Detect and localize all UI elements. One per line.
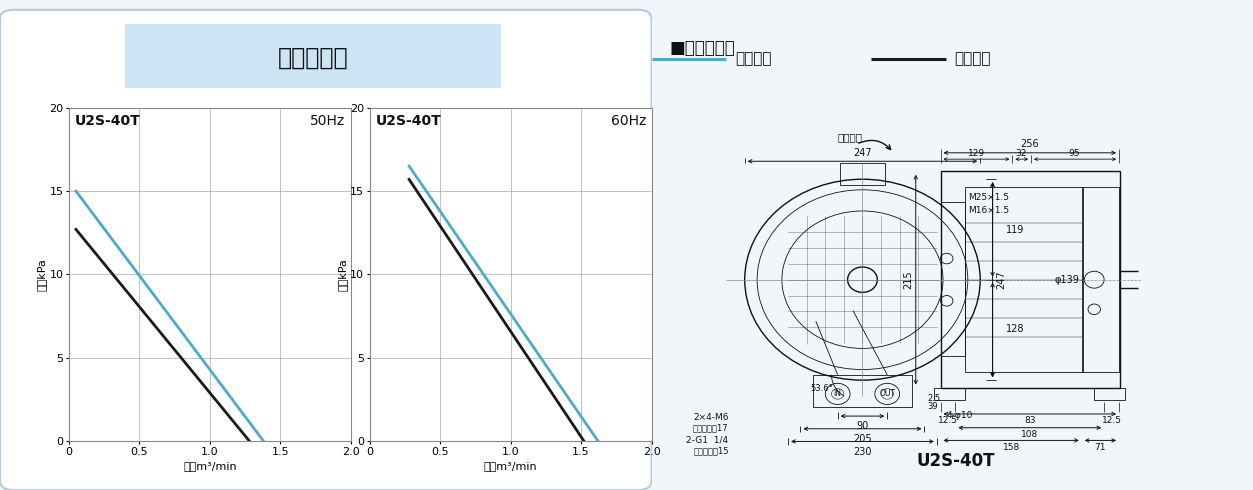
Bar xyxy=(1094,388,1125,400)
Text: 12.5: 12.5 xyxy=(938,416,959,425)
FancyBboxPatch shape xyxy=(0,10,652,490)
Bar xyxy=(1081,187,1119,372)
Text: 有効ネジ長17: 有効ネジ長17 xyxy=(693,423,728,432)
Text: 39: 39 xyxy=(927,402,937,411)
FancyArrowPatch shape xyxy=(858,141,891,149)
Text: 128: 128 xyxy=(1006,324,1025,334)
Bar xyxy=(813,375,912,407)
Text: IN: IN xyxy=(833,390,842,398)
Text: 129: 129 xyxy=(967,149,985,158)
Text: M16×1.5: M16×1.5 xyxy=(967,206,1009,215)
Text: 有効ネジ長15: 有効ネジ長15 xyxy=(693,446,728,456)
Text: φ139: φ139 xyxy=(1055,275,1079,285)
Bar xyxy=(841,163,885,185)
Bar xyxy=(941,202,965,356)
Text: 吸込性能: 吸込性能 xyxy=(955,51,991,66)
Bar xyxy=(965,187,1083,372)
Text: 230: 230 xyxy=(853,447,872,457)
Text: 吐出性能: 吐出性能 xyxy=(736,51,772,66)
Text: 247: 247 xyxy=(853,148,872,158)
Text: 32: 32 xyxy=(1015,149,1026,158)
Text: U2S-40T: U2S-40T xyxy=(75,115,140,128)
Text: 2.5: 2.5 xyxy=(927,393,940,403)
Text: 256: 256 xyxy=(1020,139,1039,148)
Text: ■外形寸法図: ■外形寸法図 xyxy=(669,39,736,57)
Text: 205: 205 xyxy=(853,434,872,444)
Text: 2×4-M6: 2×4-M6 xyxy=(693,413,728,421)
Text: 247: 247 xyxy=(996,270,1006,289)
Text: 215: 215 xyxy=(903,270,913,289)
Text: 53.6°: 53.6° xyxy=(811,384,833,392)
Text: 2-G1  1/4: 2-G1 1/4 xyxy=(687,436,728,445)
Bar xyxy=(941,171,1120,388)
Y-axis label: 静圧kPa: 静圧kPa xyxy=(337,258,347,291)
Text: M25×1.5: M25×1.5 xyxy=(967,193,1009,202)
Bar xyxy=(935,388,965,400)
Text: 12.5: 12.5 xyxy=(1101,416,1121,425)
Text: 90: 90 xyxy=(856,421,868,431)
Text: 71: 71 xyxy=(1095,442,1106,451)
Text: 83: 83 xyxy=(1024,416,1035,425)
Text: 回転方向: 回転方向 xyxy=(838,132,862,142)
Y-axis label: 静圧kPa: 静圧kPa xyxy=(36,258,46,291)
X-axis label: 風量m³/min: 風量m³/min xyxy=(183,461,237,471)
Text: 4-φ10: 4-φ10 xyxy=(947,411,974,419)
Text: 119: 119 xyxy=(1006,225,1025,235)
X-axis label: 風量m³/min: 風量m³/min xyxy=(484,461,538,471)
Text: 60Hz: 60Hz xyxy=(610,115,647,128)
Text: OUT: OUT xyxy=(880,390,895,398)
FancyBboxPatch shape xyxy=(95,20,531,93)
Text: U2S-40T: U2S-40T xyxy=(376,115,441,128)
Text: 108: 108 xyxy=(1021,430,1039,439)
Text: U2S-40T: U2S-40T xyxy=(916,452,995,470)
Text: 性能曲線図: 性能曲線図 xyxy=(278,46,348,70)
Text: 95: 95 xyxy=(1069,149,1080,158)
Text: 158: 158 xyxy=(1002,442,1020,451)
Text: 50Hz: 50Hz xyxy=(309,115,346,128)
